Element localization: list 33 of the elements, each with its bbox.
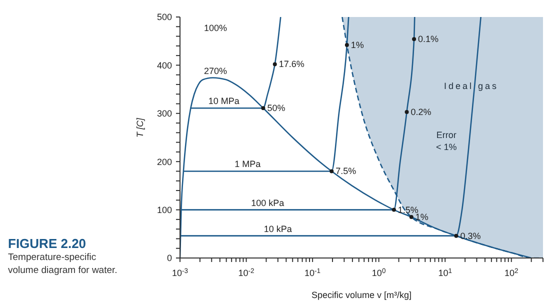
y-tick-label: 0 — [166, 253, 172, 264]
annotation: 17.6% — [278, 59, 304, 70]
annotation: 270% — [204, 65, 228, 77]
annotation: 10 kPa — [264, 224, 292, 234]
annotation: 0.2% — [410, 106, 432, 117]
annotation: 100 kPa — [251, 198, 284, 208]
annotation: 7.5% — [336, 166, 356, 176]
text: Temperature-specific volume diagram for water. — [8, 251, 118, 277]
x-tick-label: 10$^{0}$ — [372, 268, 386, 278]
annotation: 1% — [350, 40, 364, 50]
annotation: 1% — [415, 212, 428, 222]
annotation: 50% — [267, 103, 286, 114]
x-tick-label: 10$^{-1}$ — [304, 268, 321, 278]
annotation: 10 MPa — [208, 96, 240, 106]
y-tick-label: 400 — [156, 60, 172, 70]
annotation: Error < 1% — [436, 129, 457, 153]
x-axis-title: Specific volume v [m³/kg] — [311, 290, 412, 300]
x-tick-label: 10$^{1}$ — [438, 268, 452, 278]
annotation: 1.5% — [398, 204, 418, 215]
annotation: Ideal gas — [444, 80, 499, 92]
y-tick-label: 300 — [156, 108, 172, 119]
annotation: 1 MPa — [234, 159, 261, 170]
y-axis-title: T [C] — [135, 118, 146, 138]
annotation: 0.1% — [418, 34, 439, 44]
annotation: 100% — [204, 22, 228, 34]
y-tick-label: 100 — [156, 204, 172, 215]
y-tick-label: 500 — [156, 12, 172, 22]
annotation: 0.3% — [460, 230, 481, 241]
x-tick-label: 10$^{-3}$ — [172, 268, 188, 278]
y-tick-label: 200 — [156, 156, 172, 167]
caption: FIGURE 2.20 — [8, 236, 88, 251]
x-tick-label: 10$^{-2}$ — [238, 268, 255, 278]
x-tick-label: 10$^{2}$ — [504, 268, 519, 278]
